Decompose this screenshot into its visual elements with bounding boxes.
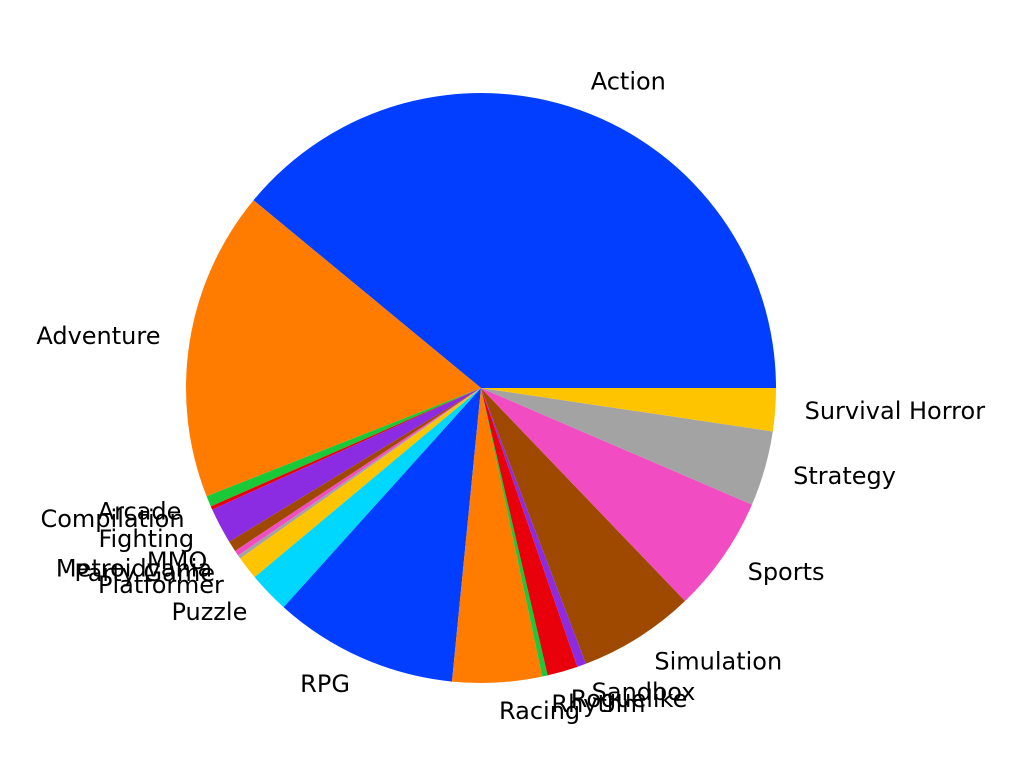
pie-slice-party-game xyxy=(238,388,481,559)
pie-slice-fighting xyxy=(212,388,481,542)
pie-label-puzzle: Puzzle xyxy=(171,598,247,626)
pie-slice-rhythm xyxy=(481,388,548,677)
pie-slice-mmo xyxy=(229,388,481,551)
pie-slice-racing xyxy=(451,388,543,683)
pie-slice-rpg xyxy=(283,388,481,682)
pie-labels: Action Adventure ArcadeCompilationFighting… xyxy=(36,68,985,725)
pie-label-platformer: Platformer xyxy=(98,571,224,599)
pie-slice-sports xyxy=(481,388,752,602)
pie-slice-platformer xyxy=(240,388,481,578)
pie-slice-adventure xyxy=(185,200,482,497)
pie-label-rhythm: Rhythm xyxy=(551,690,645,718)
pie-slice-action xyxy=(253,93,777,389)
pie-label-mmo: MMO xyxy=(147,547,207,575)
pie-label-party-game: Party Game xyxy=(74,559,215,587)
pie-label-metroidvania: Metroidvania xyxy=(56,555,212,583)
pie-label-fighting: Fighting xyxy=(98,525,194,553)
pie-label-arcade: Arcade xyxy=(98,498,182,526)
pie-label-roguelike: Roguelike xyxy=(571,685,688,713)
pie-label-adventure: Adventure xyxy=(36,322,160,350)
pie-label-simulation: Simulation xyxy=(654,647,782,675)
pie-slice-arcade xyxy=(206,388,481,507)
pie-slice-simulation xyxy=(481,388,686,664)
pie-slice-roguelike xyxy=(481,388,578,676)
pie-label-action: Action xyxy=(591,68,666,96)
pie-label-compilation: Compilation xyxy=(40,505,184,533)
pie-label-rpg: RPG xyxy=(300,670,350,698)
pie-slice-survival-horror xyxy=(481,388,776,432)
pie-label-sports: Sports xyxy=(748,558,825,586)
pie-slice-sandbox xyxy=(481,388,586,667)
pie-slice-strategy xyxy=(481,388,773,505)
pie-slices xyxy=(185,93,777,683)
pie-label-strategy: Strategy xyxy=(793,462,896,490)
pie-label-racing: Racing xyxy=(499,697,580,725)
pie-label-sandbox: Sandbox xyxy=(592,678,696,706)
pie-slice-puzzle xyxy=(254,388,481,608)
pie-slice-compilation xyxy=(210,388,481,510)
pie-label-survival-horror: Survival Horror xyxy=(805,397,986,425)
pie-slice-metroidvania xyxy=(235,388,481,556)
